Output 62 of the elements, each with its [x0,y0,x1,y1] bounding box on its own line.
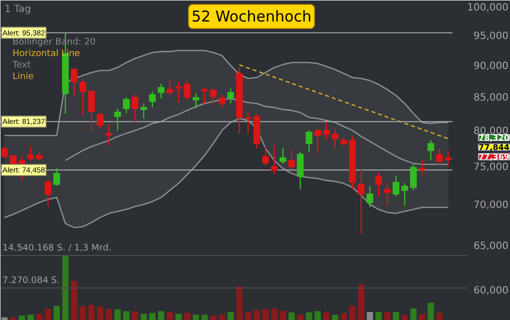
candlestick [410,164,417,191]
y-tick-label: 95,000 [474,30,509,42]
candlestick [444,150,452,167]
y-tick-label: 100,000 [467,2,509,14]
candlestick [114,108,121,132]
candlestick [366,186,374,208]
candlestick [96,112,104,130]
candlestick [88,90,95,132]
candlestick [184,80,191,102]
candlestick [314,128,322,154]
candlestick [53,168,60,186]
candlestick [280,147,286,164]
candlestick [401,182,408,206]
candlestick [106,124,112,146]
candlestick [166,78,174,96]
text: 52 Wochenhoch [192,8,312,26]
annotation: Text [12,60,32,70]
candlestick [296,151,304,190]
line-series [4,118,449,228]
candlestick [218,94,226,108]
text: 77,369 [478,152,510,162]
candlestick [192,92,200,110]
candlestick [262,145,269,167]
candlestick [436,148,443,166]
candlestick [27,146,34,162]
candlestick [332,128,338,150]
candlestick [375,172,382,198]
candlestick [244,112,252,134]
text: Linie [12,72,34,82]
candlestick [288,150,295,170]
candlestick [158,83,164,100]
candlestick [1,146,8,160]
candlestick [392,175,400,197]
candlestick [149,90,156,108]
line-series [4,50,449,136]
candlestick [270,145,278,175]
candlestick [384,182,391,206]
candlestick [140,102,148,120]
candlestick [132,93,138,123]
candlestick [175,81,182,104]
candlestick [79,78,86,116]
candlestick [210,88,217,106]
candlestick [306,130,312,153]
annotation: 1 Tag [4,4,31,15]
candlestick [418,160,426,176]
candlestick [358,169,365,234]
candlestick [70,68,78,97]
y-tick-label: 70,000 [474,200,509,212]
ref-line-label: 7.270.084 S. [2,276,60,286]
candlestick [323,122,330,142]
y-tick-label: 85,000 [474,92,509,104]
line-series [238,64,449,140]
candlestick [122,96,130,114]
candlestick [44,178,52,208]
candlestick [227,88,234,104]
ref-line-label: 14.540.168 S. / 1,3 Mrd. [2,244,112,254]
y-tick-label: 65,000 [474,241,509,252]
y-tick-label: 75,000 [474,162,509,173]
candlestick [427,139,434,162]
candlestick [201,86,208,104]
y-tick-label: 60,000 [474,286,509,297]
y-tick-label: 90,000 [474,60,509,72]
